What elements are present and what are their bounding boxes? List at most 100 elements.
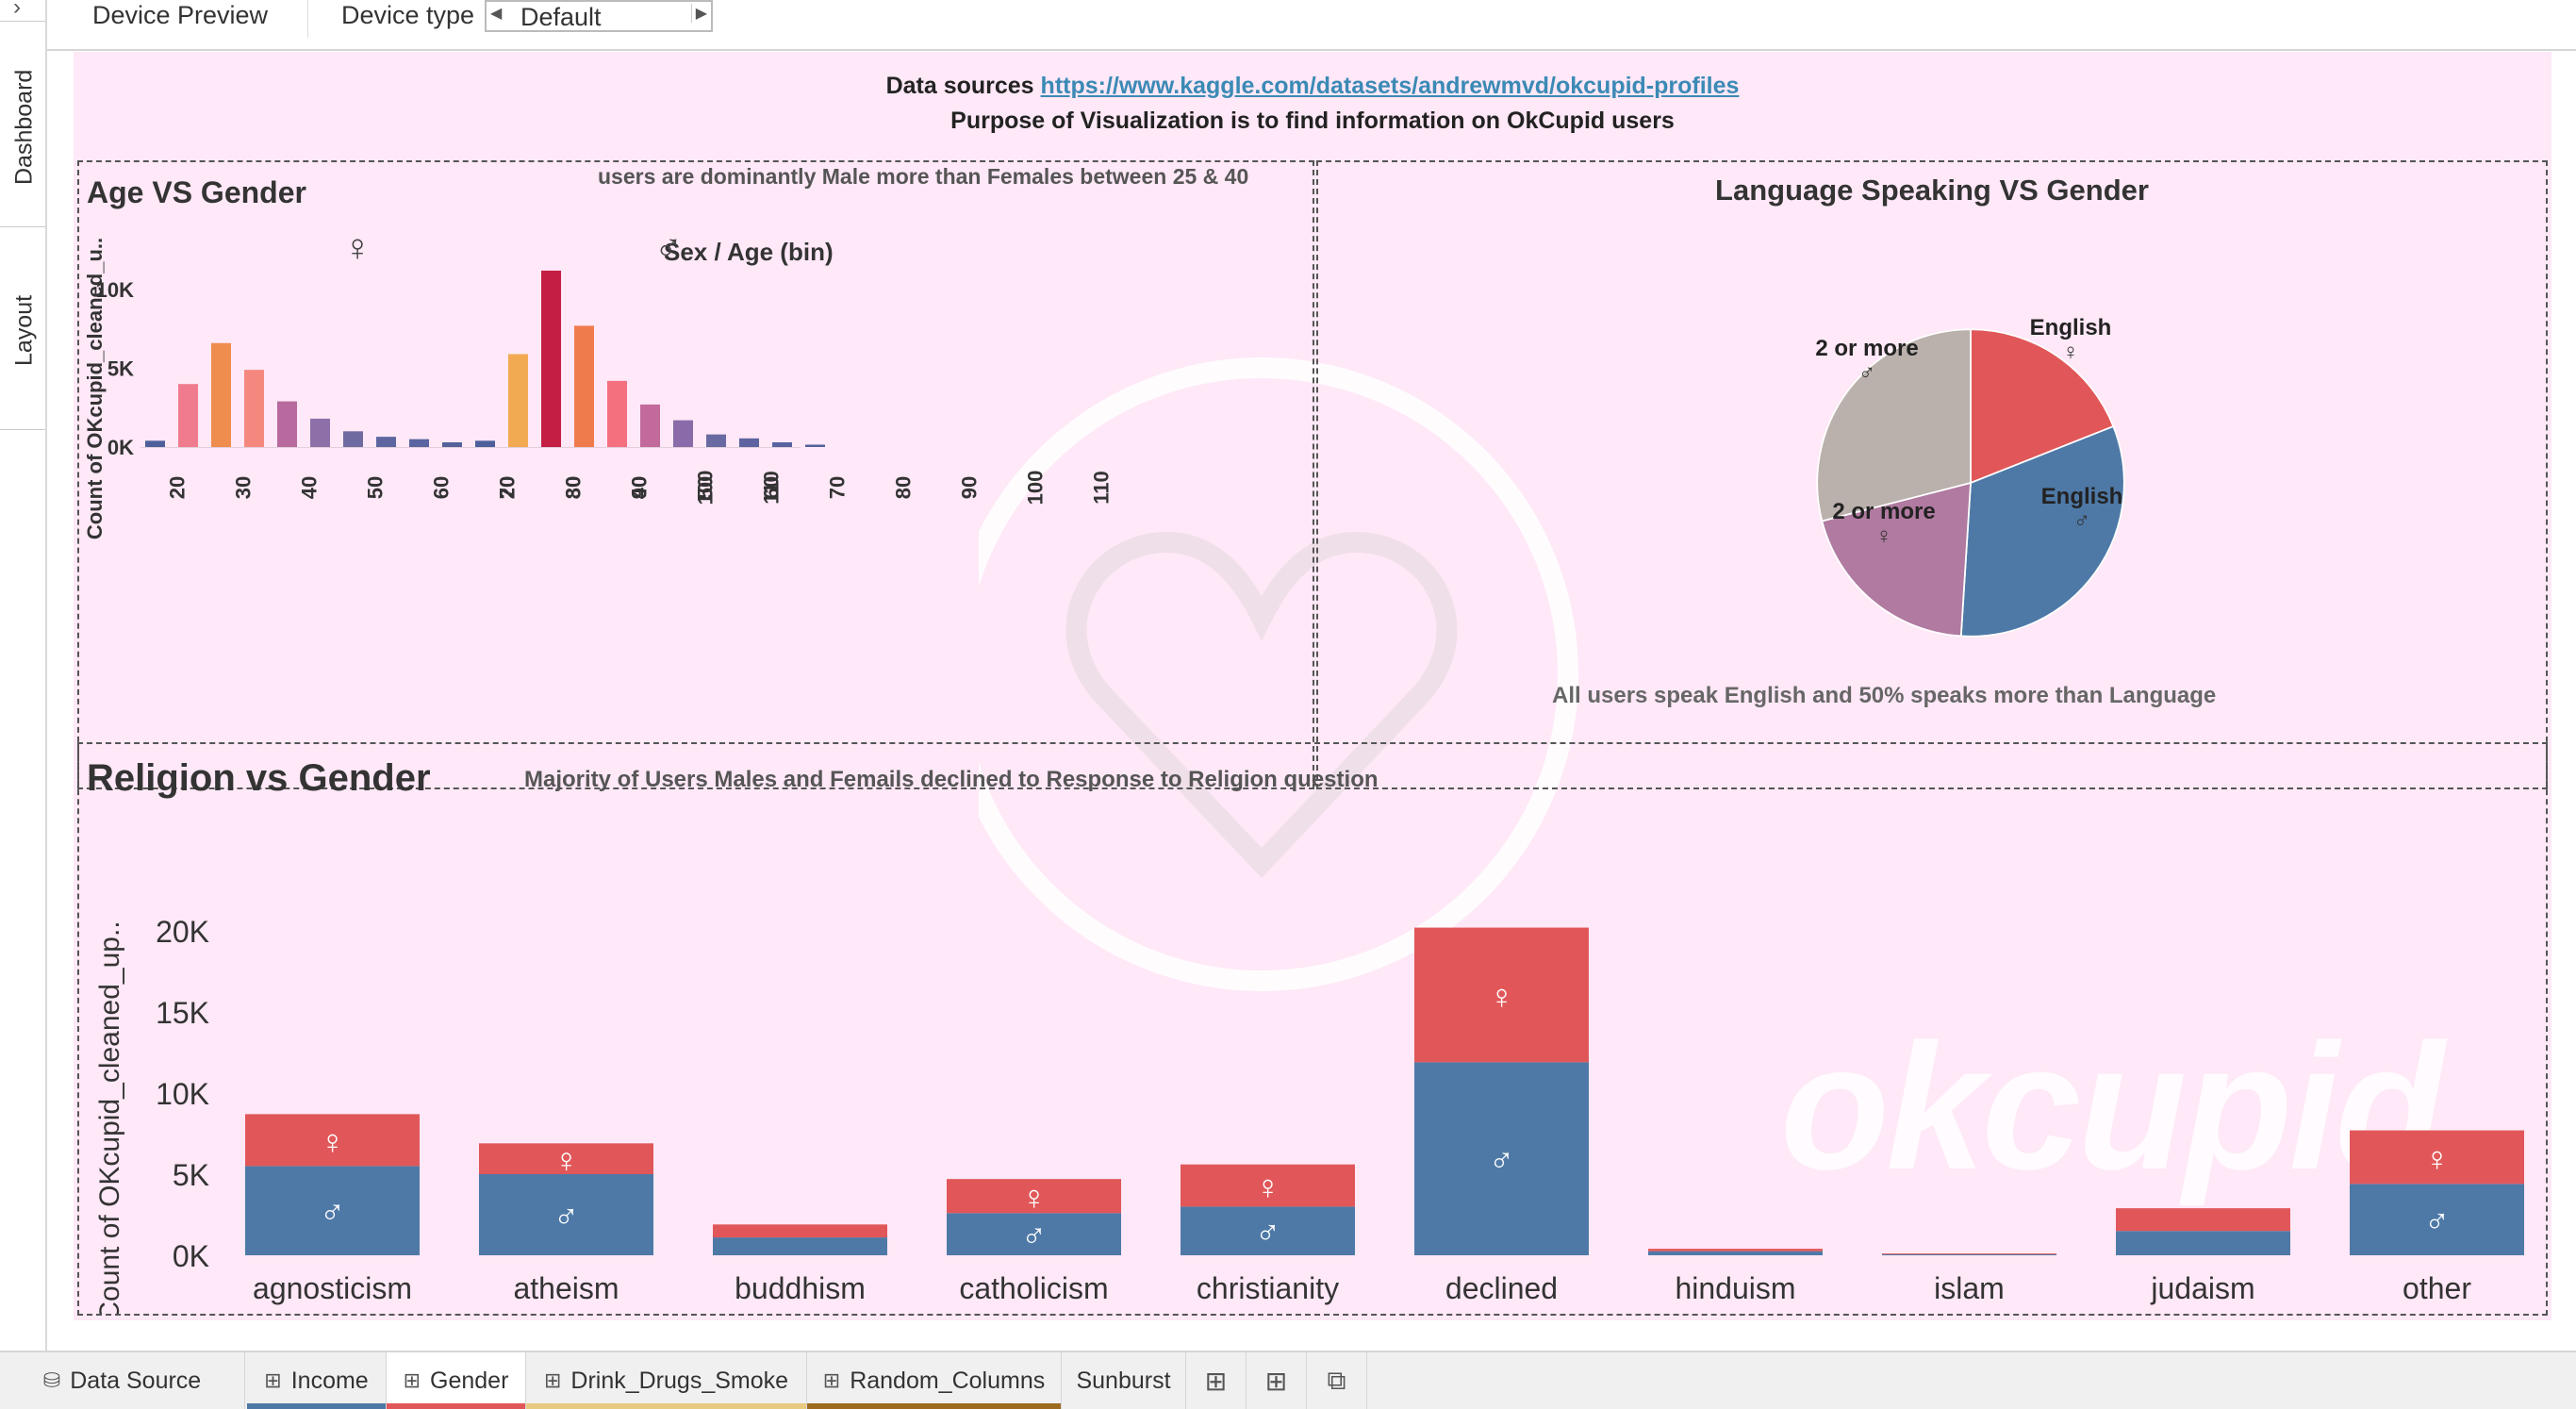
top-toolbar: Device Preview Device type ◀ Default ▶ xyxy=(0,0,2576,51)
new-worksheet-icon[interactable]: ⊞ xyxy=(1186,1352,1247,1409)
device-type-select[interactable]: ◀ Default ▶ xyxy=(485,0,713,32)
new-story-icon[interactable]: ⧉ xyxy=(1307,1352,1367,1409)
bar-male xyxy=(1882,1253,2056,1255)
bar xyxy=(310,418,330,447)
tab-color-bar xyxy=(807,1403,1061,1409)
tab-label: Data Source xyxy=(70,1367,202,1394)
bar-male xyxy=(1648,1251,1823,1255)
chevron-left-icon[interactable]: ◀ xyxy=(490,6,503,22)
bar-female xyxy=(713,1224,887,1238)
two-or-more-male-label: 2 or more xyxy=(1815,336,1918,361)
bar xyxy=(673,420,693,447)
y-tick-label: 5K xyxy=(173,1158,209,1192)
x-category-label: islam xyxy=(1934,1271,2005,1305)
tab-data-source[interactable]: ⛁ Data Source xyxy=(0,1352,245,1409)
x-category-label: other xyxy=(2403,1271,2471,1305)
divider xyxy=(0,429,45,430)
bar xyxy=(442,441,462,447)
x-category-label: declined xyxy=(1445,1271,1558,1305)
two-or-more-female-label-symbol: ♀ xyxy=(1875,523,1892,549)
tab-gender[interactable]: ⊞ Gender xyxy=(387,1352,526,1409)
bar-female xyxy=(479,1143,653,1174)
english-female-label-symbol: ♀ xyxy=(2062,340,2079,365)
tab-random-columns[interactable]: ⊞ Random_Columns xyxy=(807,1352,1062,1409)
bar xyxy=(409,439,429,447)
y-axis-label: Count of OKcupid_cleaned_up.. xyxy=(94,920,125,1314)
sidebar-tab-dashboard[interactable]: Dashboard xyxy=(10,69,38,186)
device-type-value: Default xyxy=(520,3,602,31)
data-sources-label: Data sources xyxy=(885,73,1034,99)
bar-female xyxy=(1181,1164,1355,1207)
bar-male xyxy=(713,1237,887,1255)
data-sources-link[interactable]: https://www.kaggle.com/datasets/andrewmv… xyxy=(1040,73,1740,99)
male-symbol: ♂ xyxy=(1021,1217,1047,1255)
x-tick-label: 50 xyxy=(364,476,388,499)
divider xyxy=(0,21,45,22)
religion-chart-note: Majority of Users Males and Femails decl… xyxy=(524,767,1379,792)
tab-sunburst[interactable]: Sunburst xyxy=(1062,1352,1186,1409)
grid-icon: ⊞ xyxy=(403,1368,421,1392)
new-dashboard-icon[interactable]: ⊞ xyxy=(1247,1352,1307,1409)
grid-icon: ⊞ xyxy=(543,1368,562,1392)
x-tick-label: 60 xyxy=(760,476,784,499)
data-sources-line: Data sources https://www.kaggle.com/data… xyxy=(74,73,2551,100)
collapse-chevron-icon[interactable]: › xyxy=(13,0,21,20)
female-symbol: ♀ xyxy=(1489,977,1514,1016)
dashboard-canvas: okcupid Data sources https://www.kaggle.… xyxy=(74,52,2551,1320)
x-tick-label: 20 xyxy=(496,476,520,499)
x-tick-label: 90 xyxy=(958,476,982,499)
bar xyxy=(706,434,726,447)
x-tick-label: 30 xyxy=(232,476,256,499)
bar-female xyxy=(1882,1253,2056,1254)
x-tick-label: 20 xyxy=(166,476,190,499)
tab-label: Random_Columns xyxy=(850,1367,1046,1394)
y-axis-label: Count of OKcupid_cleaned_u.. xyxy=(83,238,107,539)
x-tick-label: 40 xyxy=(298,476,322,499)
tab-label: Drink_Drugs_Smoke xyxy=(570,1367,789,1394)
bar xyxy=(475,440,495,447)
x-tick-label: 100 xyxy=(1024,471,1048,506)
x-tick-label: 50 xyxy=(694,476,718,499)
divider xyxy=(0,226,45,227)
y-tick-label: 15K xyxy=(156,996,209,1030)
y-tick-label: 5K xyxy=(107,357,134,381)
bar xyxy=(376,437,396,447)
english-male-label-symbol: ♂ xyxy=(2073,508,2090,534)
y-tick-label: 20K xyxy=(156,915,209,949)
device-preview-tab[interactable]: Device Preview xyxy=(92,1,269,29)
x-tick-label: 30 xyxy=(562,476,586,499)
sidebar-tab-layout[interactable]: Layout xyxy=(10,294,38,366)
bar xyxy=(607,380,627,447)
tab-label: Sunburst xyxy=(1076,1367,1171,1394)
male-symbol: ♂ xyxy=(320,1193,345,1232)
pie-slice xyxy=(1816,328,1972,522)
bar xyxy=(772,441,792,447)
bar-male xyxy=(2116,1231,2290,1255)
male-symbol: ♂ xyxy=(553,1197,579,1235)
tab-color-bar xyxy=(526,1403,806,1409)
left-sidebar: › Dashboard Layout xyxy=(0,0,47,1351)
heart-watermark-icon xyxy=(979,357,1578,991)
purpose-text: Purpose of Visualization is to find info… xyxy=(950,108,1675,134)
y-tick-label: 0K xyxy=(107,436,134,459)
two-or-more-female-label: 2 or more xyxy=(1832,499,1935,524)
x-tick-label: 90 xyxy=(628,476,652,499)
x-tick-label: 110 xyxy=(760,471,784,505)
religion-gender-panel: Religion vs Gender Majority of Users Mal… xyxy=(77,742,2548,1316)
language-chart-title: Language Speaking VS Gender xyxy=(1715,174,2149,207)
age-gender-panel: Age VS Gender users are dominantly Male … xyxy=(77,160,1314,789)
male-symbol: ♂ xyxy=(1255,1213,1280,1252)
tab-income[interactable]: ⊞ Income xyxy=(247,1352,387,1409)
male-symbol: ♂ xyxy=(1489,1141,1514,1180)
x-category-label: christianity xyxy=(1197,1271,1339,1305)
x-category-label: buddhism xyxy=(735,1271,866,1305)
pie-slice xyxy=(1959,424,2125,638)
y-tick-label: 10K xyxy=(96,278,134,302)
bar xyxy=(244,370,264,447)
bar xyxy=(343,431,363,447)
chevron-right-icon[interactable]: ▶ xyxy=(690,4,707,23)
religion-chart-title: Religion vs Gender xyxy=(87,757,431,799)
tab-drink-drugs-smoke[interactable]: ⊞ Drink_Drugs_Smoke xyxy=(526,1352,807,1409)
bar xyxy=(277,401,297,447)
bar xyxy=(541,270,561,447)
